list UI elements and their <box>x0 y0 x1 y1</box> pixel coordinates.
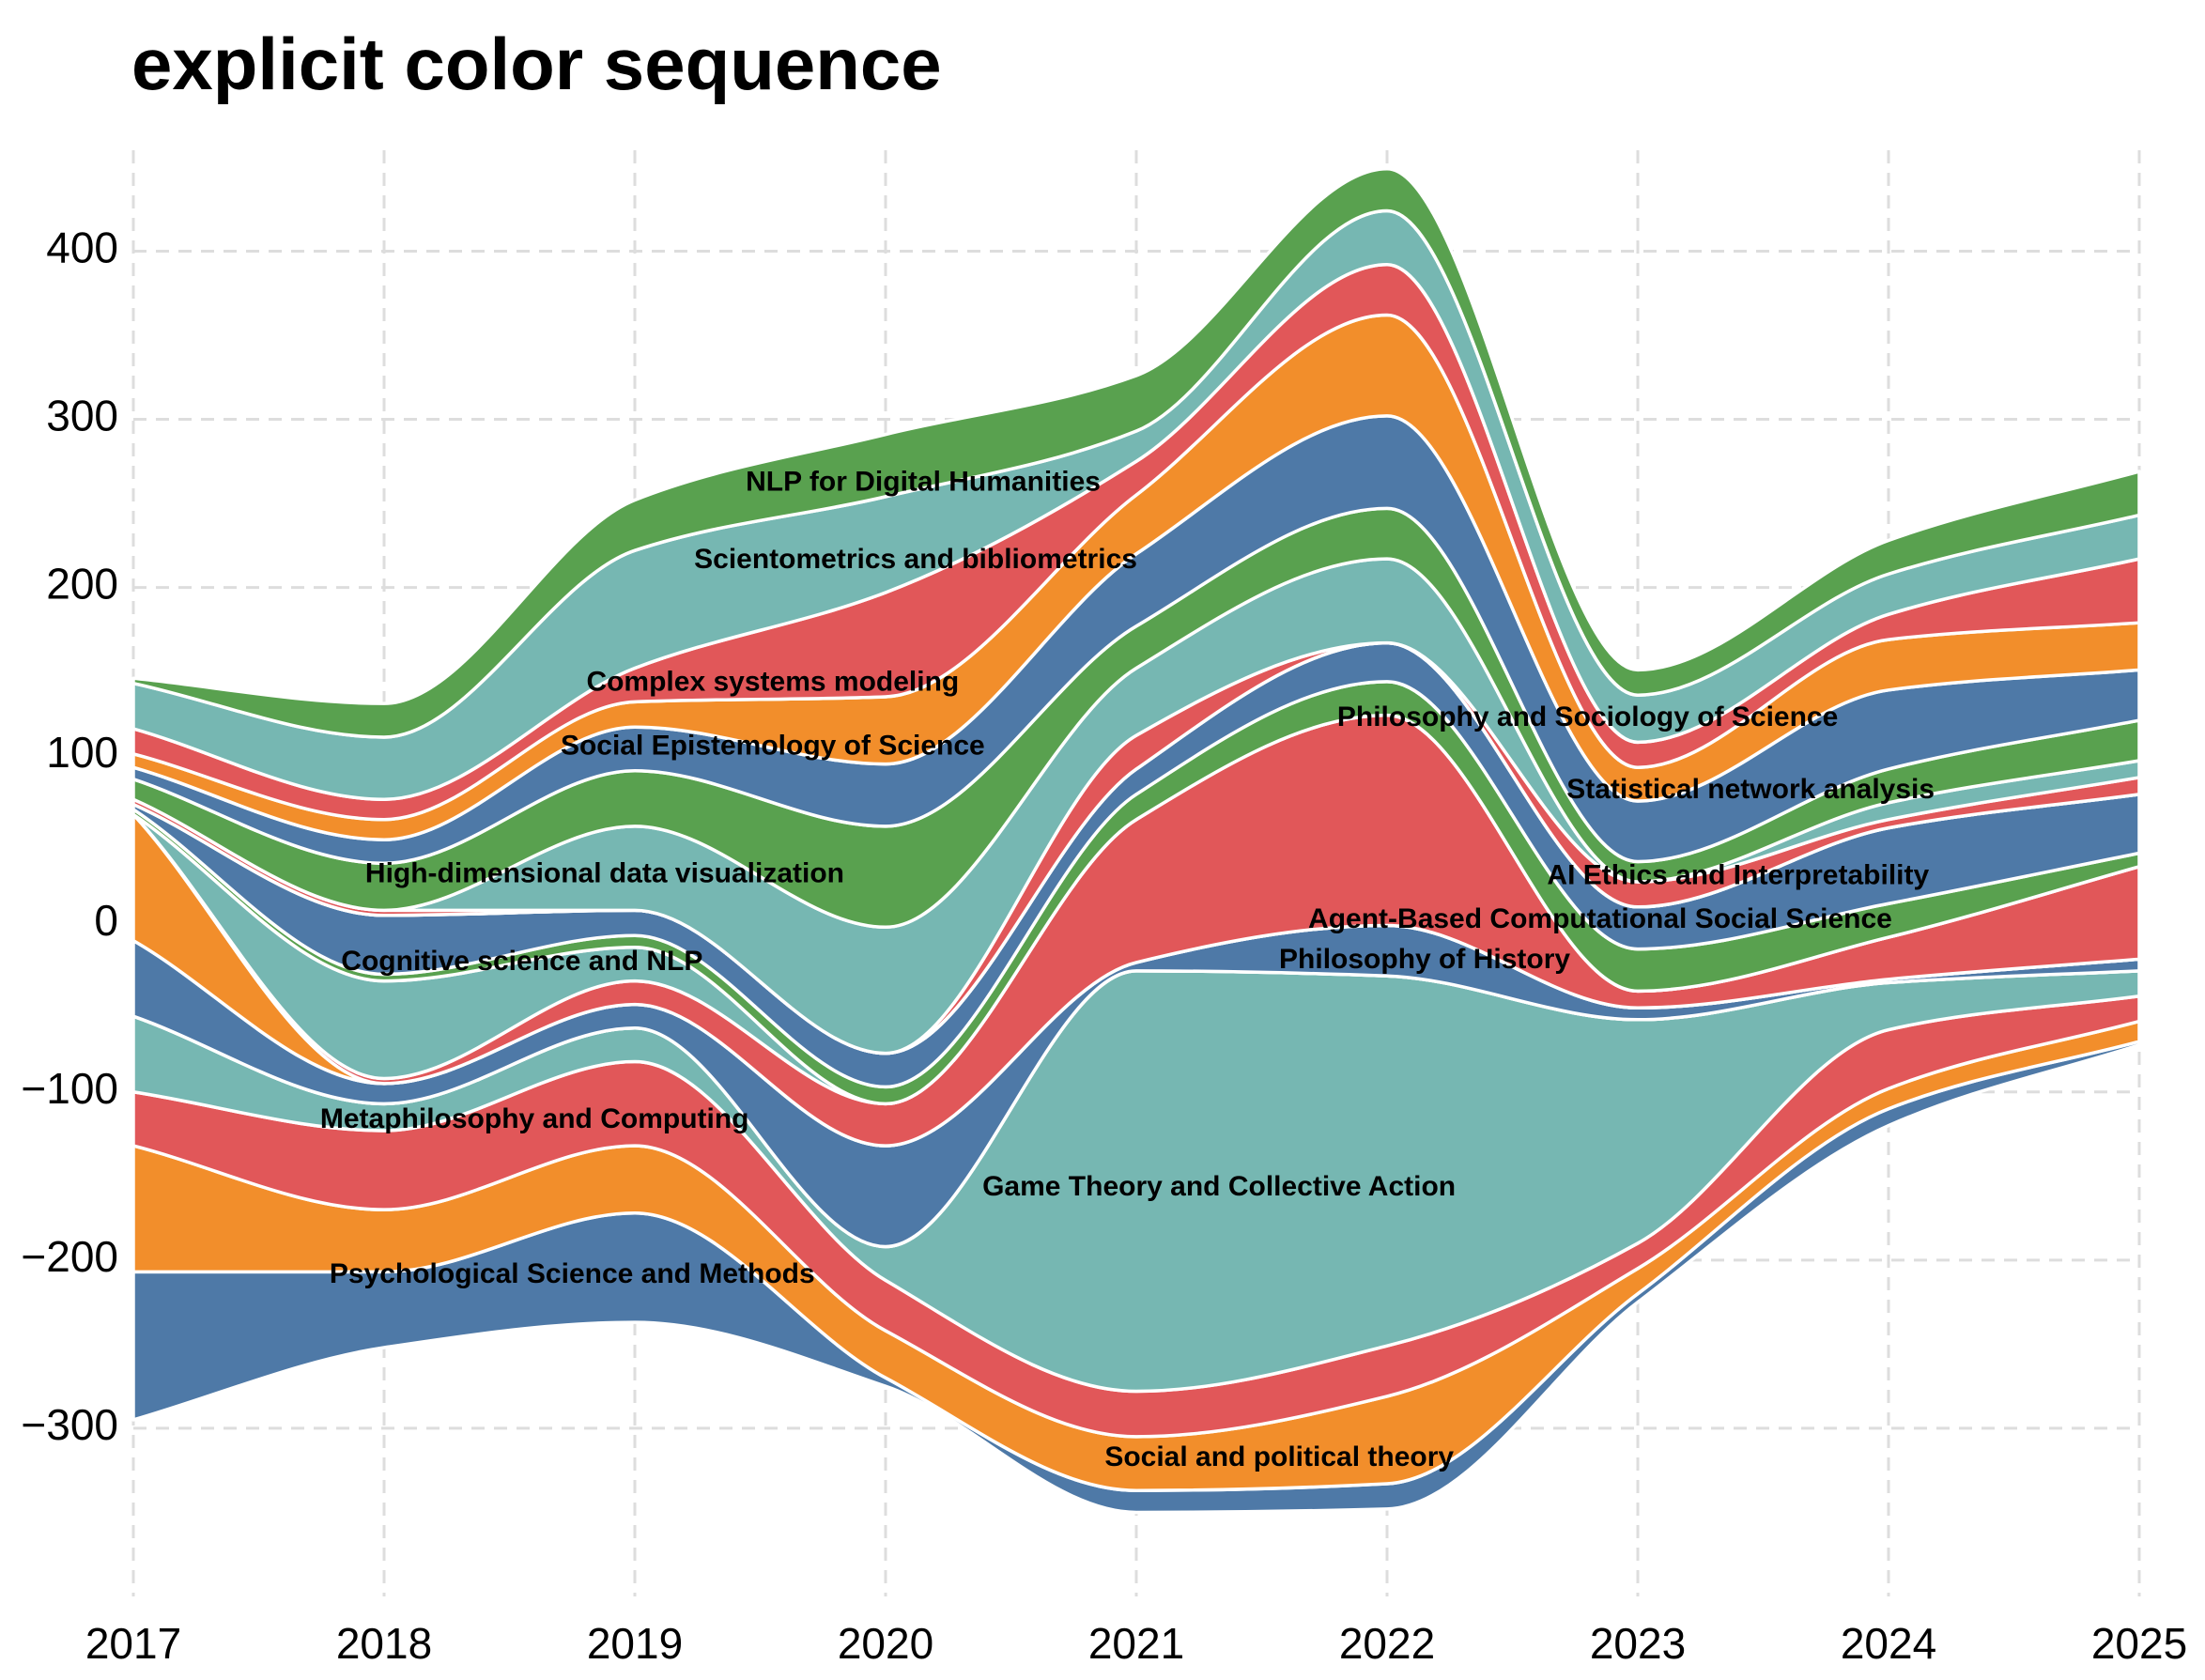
axis-tick-labels: −300 −200 −100 0 100 200 300 400 2017 2018 2019 202… <box>21 223 2187 1668</box>
x-tick-label: 2018 <box>336 1619 432 1668</box>
y-tick-label: 300 <box>46 392 118 440</box>
stream-label: High-dimensional data visualization <box>365 858 844 889</box>
stream-label: Cognitive science and NLP <box>341 946 702 977</box>
x-tick-label: 2025 <box>2091 1619 2187 1668</box>
x-tick-label: 2017 <box>85 1619 181 1668</box>
x-tick-label: 2024 <box>1841 1619 1936 1668</box>
stream-label: NLP for Digital Humanities <box>746 466 1101 497</box>
stream-nlp-for-digital-humanities <box>131 166 2141 739</box>
y-tick-label: 100 <box>46 728 118 777</box>
y-tick-label: −100 <box>21 1064 118 1113</box>
stream-label: Game Theory and Collective Action <box>982 1171 1456 1202</box>
stream-label: Scientometrics and bibliometrics <box>694 544 1137 575</box>
x-tick-label: 2023 <box>1590 1619 1686 1668</box>
stream-label: Philosophy and Sociology of Science <box>1337 701 1838 732</box>
stream-label: Social and political theory <box>1104 1441 1454 1472</box>
y-tick-label: 0 <box>94 896 118 945</box>
stream-label: Philosophy of History <box>1279 944 1570 975</box>
stream-labels: NLP for Digital Humanities Scientometrics… <box>320 466 1935 1472</box>
y-tick-label: −200 <box>21 1232 118 1281</box>
stream-label: Psychological Science and Methods <box>330 1258 815 1289</box>
stream-label: AI Ethics and Interpretability <box>1547 860 1929 891</box>
chart-title: explicit color sequence <box>131 23 942 105</box>
stream-label: Metaphilosophy and Computing <box>320 1103 749 1134</box>
x-tick-label: 2020 <box>838 1619 933 1668</box>
stream-label: Agent-Based Computational Social Science <box>1308 903 1892 934</box>
y-tick-label: 400 <box>46 223 118 272</box>
stream-areas <box>131 166 2141 1515</box>
x-tick-label: 2021 <box>1088 1619 1184 1668</box>
x-tick-label: 2019 <box>587 1619 683 1668</box>
x-tick-label: 2022 <box>1339 1619 1435 1668</box>
y-tick-label: 200 <box>46 560 118 609</box>
stream-label: Complex systems modeling <box>586 667 959 698</box>
stream-label: Social Epistemology of Science <box>561 731 985 762</box>
stream-label: Statistical network analysis <box>1566 774 1935 805</box>
y-tick-label: −300 <box>21 1400 118 1449</box>
